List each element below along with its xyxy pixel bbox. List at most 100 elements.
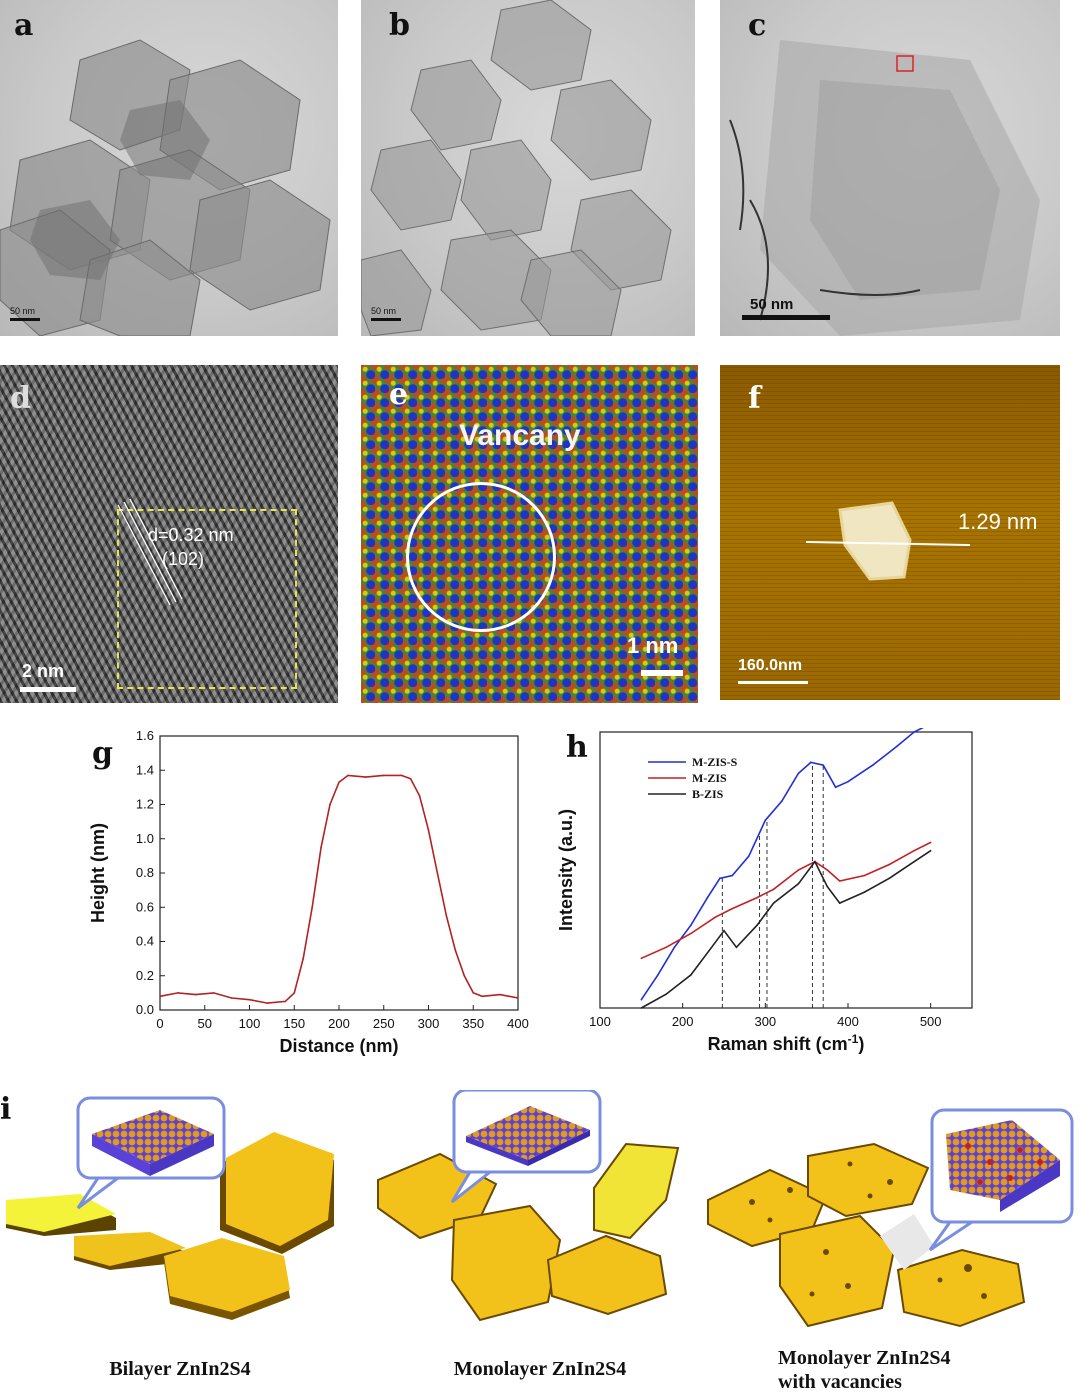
data-point [929,841,932,844]
data-point [293,992,296,994]
data-point [731,907,734,910]
panel-d-selection-box [117,509,297,689]
data-point [814,860,816,863]
data-point [929,849,932,852]
panel-f-scale-bar [738,681,808,684]
data-point [772,902,775,904]
data-point [665,993,667,995]
data-point [427,829,430,831]
series-line-b-zis [640,850,932,1009]
panel-c-scale-bar [742,315,830,320]
x-tick-label: 0 [156,1016,163,1031]
x-axis-label: Distance (nm) [279,1036,398,1056]
bilayer-flakes [6,1132,334,1320]
panel-b-scale-label: 50 nm [371,306,397,316]
panel-a-flakes [0,39,331,336]
data-point [756,924,758,926]
data-point [640,957,643,960]
x-tick-label: 400 [837,1014,859,1029]
data-point [382,774,385,777]
data-point [781,800,783,802]
x-tick-label: 200 [328,1016,350,1031]
data-point [445,915,448,917]
data-point [266,1002,269,1004]
x-axis-label: Raman shift (cm-1) [708,1032,865,1054]
y-tick-label: 1.2 [136,797,154,812]
legend-label: M-ZIS-S [692,755,738,769]
data-point [690,974,692,976]
data-point [409,778,412,780]
data-point [847,780,849,783]
series-line-m-zis [640,841,932,960]
legend-label: M-ZIS [692,771,727,785]
x-tick-label: 300 [754,1014,776,1029]
y-tick-label: 0.4 [136,934,154,949]
bilayer-bubble [76,1096,226,1210]
x-tick-label: 250 [373,1016,395,1031]
x-tick-label: 400 [507,1016,529,1031]
data-point [159,995,161,998]
data-point [673,946,676,949]
panel-b-scale-bar [371,318,401,321]
data-point [690,924,692,926]
x-tick-label: 500 [920,1014,942,1029]
panel-d-plane-index: (102) [162,549,205,569]
panel-c-scale-label: 50 nm [750,296,794,313]
data-point [797,883,800,885]
data-point [302,957,304,960]
data-point [212,992,215,994]
data-point [826,869,829,871]
data-point [436,872,439,874]
data-point [472,992,475,994]
data-point [665,946,667,949]
y-tick-label: 0.8 [136,865,154,880]
panel-e-vacancy-map: e Vancany 1 nm [361,365,698,703]
panel-e-scale-label: 1 nm [627,633,679,658]
x-axis-label-superscript: -1 [848,1032,859,1046]
data-point [454,949,457,951]
panel-f-scale-label: 160.0nm [738,657,803,674]
y-axis-label: Intensity (a.u.) [556,809,576,931]
data-point [838,902,841,904]
panel-d-letter: d [10,381,31,416]
data-point [735,946,738,949]
panel-e-title: Vancany [459,419,581,452]
data-point [772,888,775,891]
plot-frame [159,735,519,1011]
x-tick-label: 100 [589,1014,611,1029]
data-point [797,772,800,775]
caption-vacancies-line2: with vacancies [778,1371,902,1393]
data-point [418,795,421,797]
panel-b-tem-image: b 50 nm [361,0,695,336]
series-line-m-zis-s [640,728,924,1001]
data-point [797,869,800,871]
panel-d-d-spacing: d=0.32 nm [148,525,234,545]
data-point [657,974,659,976]
data-point [338,781,340,784]
chart-h-raman-spectra: 100 200 300 400 500 Raman shift (cm-1) Intensi… [556,728,973,1054]
schematic-i [6,1090,1074,1328]
data-point [896,745,899,747]
data-point [863,891,866,893]
data-point [863,874,866,877]
panel-a-scale-label: 50 nm [10,306,36,316]
panel-d-hrtem-image: d d=0.32 nm (102) 2 nm 2 nm [0,365,338,703]
data-point [834,786,837,788]
monolayer-flakes [377,1142,680,1322]
data-point [517,997,519,999]
caption-vacancies-line1: Monolayer ZnIn2S4 [778,1347,951,1369]
x-tick-label: 100 [239,1016,261,1031]
data-point [311,906,313,909]
y-tick-label: 1.0 [136,831,154,846]
y-tick-label: 0.6 [136,899,154,914]
data-point [284,1000,287,1003]
x-tick-label: 150 [283,1016,305,1031]
panel-d-scale-text: 2 nm [22,661,65,681]
data-point [872,764,874,766]
x-tick-label: 350 [462,1016,484,1031]
data-point [400,774,403,777]
panel-a-letter: a [14,8,34,43]
data-point [320,846,322,849]
panel-h-letter: h [566,730,588,765]
panel-d-scale-bar [20,687,76,692]
